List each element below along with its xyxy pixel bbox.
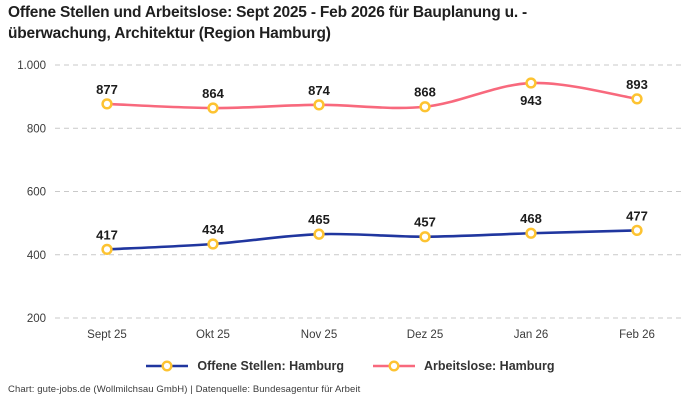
series-line-arbeitslose-hamburg [105,81,639,110]
data-point-arbeitslose-hamburg[interactable] [631,93,643,105]
y-axis-tick-label: 600 [27,187,46,199]
data-point-offene-stellen-hamburg[interactable] [419,231,431,243]
data-point-offene-stellen-hamburg[interactable] [631,224,643,237]
data-point-arbeitslose-hamburg[interactable] [419,101,431,113]
chart-legend: Offene Stellen: Hamburg Arbeitslose: Ham… [0,359,700,373]
data-point-label: 943 [520,93,542,108]
data-point-arbeitslose-hamburg[interactable] [525,77,537,89]
x-axis-tick-label: Sept 25 [87,329,127,341]
data-point-label: 864 [202,86,224,101]
data-point-label: 468 [520,211,542,226]
chart-source-caption: Chart: gute-jobs.de (Wollmilchsau GmbH) … [8,384,361,395]
data-point-label: 877 [96,82,118,97]
data-point-offene-stellen-hamburg[interactable] [525,227,537,239]
legend-line-marker-icon [372,360,415,372]
data-point-offene-stellen-hamburg[interactable] [207,238,219,250]
y-axis-tick-label: 400 [27,250,46,262]
data-point-offene-stellen-hamburg[interactable] [101,243,113,256]
legend-label-offene-stellen: Offene Stellen: Hamburg [197,359,344,373]
y-axis-tick-label: 1.000 [17,60,46,72]
legend-label-arbeitslose: Arbeitslose: Hamburg [423,359,555,373]
data-point-label: 477 [626,208,648,223]
x-axis-tick-label: Jan 26 [514,329,549,341]
x-axis-tick-label: Nov 25 [301,329,337,341]
chart-title: Offene Stellen und Arbeitslose: Sept 202… [8,4,528,42]
data-point-label: 417 [96,227,118,242]
series-line-offene-stellen-hamburg [105,229,639,251]
data-point-offene-stellen-hamburg[interactable] [313,228,325,240]
x-axis-tick-label: Feb 26 [619,329,655,341]
legend-item-arbeitslose[interactable]: Arbeitslose: Hamburg [372,359,555,373]
y-axis-tick-label: 800 [27,123,46,135]
data-point-label: 868 [414,85,436,100]
legend-item-offene-stellen[interactable]: Offene Stellen: Hamburg [145,359,344,373]
data-point-label: 434 [202,222,224,237]
x-axis-tick-label: Dez 25 [407,329,443,341]
data-point-arbeitslose-hamburg[interactable] [101,98,113,110]
data-point-label: 457 [414,215,436,230]
data-point-arbeitslose-hamburg[interactable] [207,102,219,114]
legend-line-marker-icon [146,360,189,372]
data-point-label: 893 [626,77,648,92]
data-point-label: 874 [308,83,330,98]
data-point-label: 465 [308,212,330,227]
y-axis-tick-label: 200 [27,313,46,325]
data-point-arbeitslose-hamburg[interactable] [313,99,325,111]
x-axis-tick-label: Okt 25 [196,329,230,341]
